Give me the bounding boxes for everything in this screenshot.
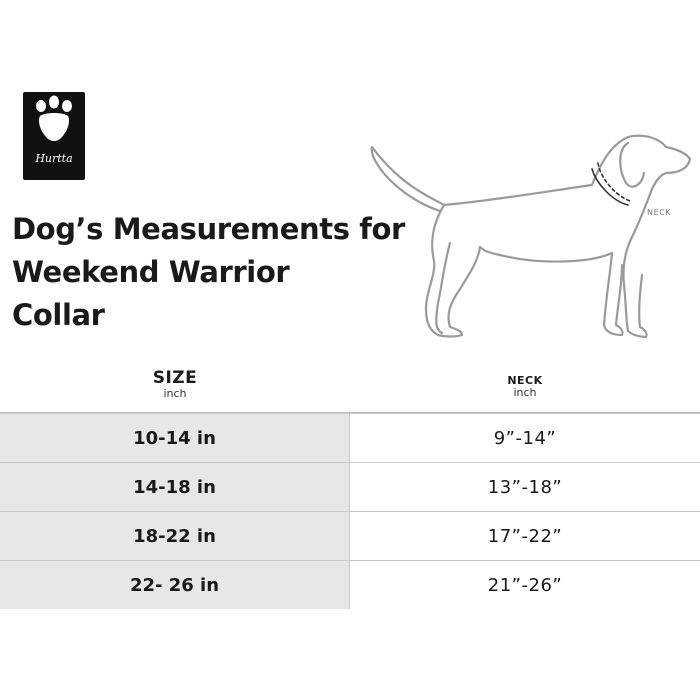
table-row: 22- 26 in 21”-26”: [0, 560, 700, 609]
neck-cell: 9”-14”: [493, 427, 557, 449]
paw-icon: [36, 95, 72, 141]
table-row: 10-14 in 9”-14”: [0, 413, 700, 462]
size-header-label: SIZE: [152, 368, 198, 388]
table-row: 14-18 in 13”-18”: [0, 462, 700, 511]
neck-header-unit: inch: [513, 386, 537, 399]
size-cell: 18-22 in: [0, 512, 350, 560]
neck-label: NECK: [647, 208, 672, 217]
title-line-2: Weekend Warrior: [12, 255, 290, 289]
size-header-unit: inch: [163, 387, 187, 400]
size-column-header: SIZE inch: [0, 362, 350, 400]
size-table: SIZE inch NECK inch 10-14 in 9”-14” 14-1…: [0, 362, 700, 609]
neck-header-label: NECK: [507, 374, 543, 387]
neck-cell: 17”-22”: [487, 525, 563, 547]
neck-column-header: NECK inch: [350, 362, 700, 399]
title-line-1: Dog’s Measurements for: [12, 212, 405, 246]
title-line-3: Collar: [12, 298, 105, 332]
page-title: Dog’s Measurements for Weekend Warrior C…: [12, 208, 405, 337]
table-header: SIZE inch NECK inch: [0, 362, 700, 412]
brand-name: Hurtta: [35, 152, 73, 165]
size-cell: 22- 26 in: [0, 561, 350, 609]
dog-illustration: [370, 134, 692, 339]
table-row: 18-22 in 17”-22”: [0, 511, 700, 560]
size-cell: 14-18 in: [0, 463, 350, 511]
brand-logo: Hurtta: [23, 92, 85, 180]
neck-cell: 13”-18”: [487, 476, 563, 498]
table-body: 10-14 in 9”-14” 14-18 in 13”-18” 18-22 i…: [0, 412, 700, 609]
size-cell: 10-14 in: [0, 414, 350, 462]
neck-cell: 21”-26”: [487, 574, 563, 596]
